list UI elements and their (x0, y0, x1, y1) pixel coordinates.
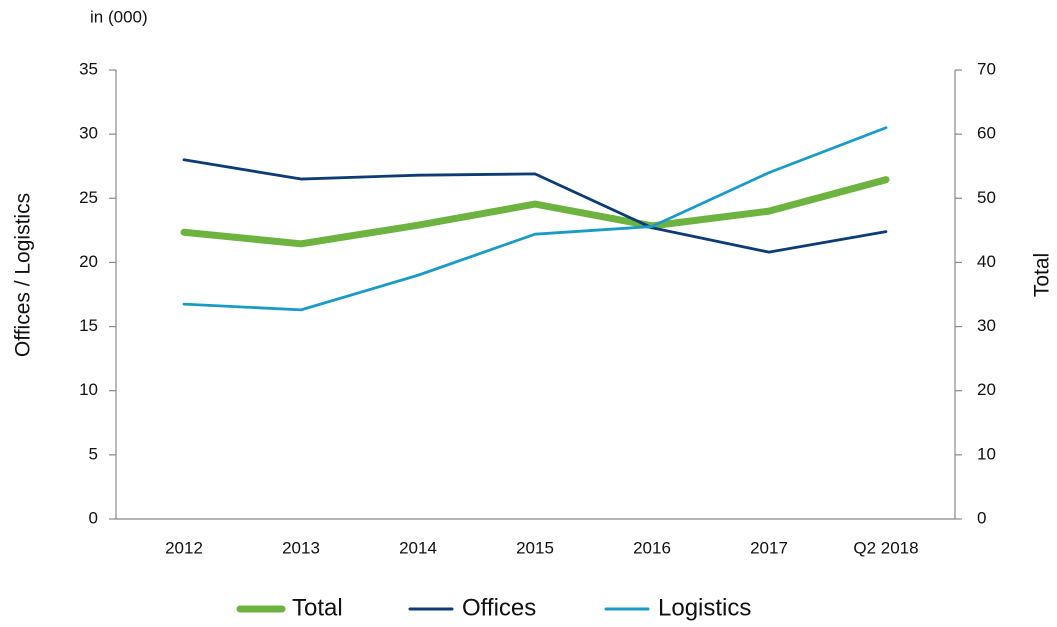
y-tick-label: 20 (79, 252, 98, 271)
y-axis-label: Offices / Logistics (12, 193, 35, 357)
x-tick-label: 2012 (165, 538, 203, 557)
x-tick-label: 2016 (633, 538, 671, 557)
y2-tick-label: 50 (977, 188, 996, 207)
unit-label: in (000) (90, 7, 148, 26)
y-tick-label: 15 (79, 316, 98, 335)
x-tick-label: 2017 (750, 538, 788, 557)
y2-tick-label: 30 (977, 316, 996, 335)
legend-label: Total (292, 594, 343, 621)
legend-label: Offices (462, 594, 536, 621)
y2-tick-label: 70 (977, 59, 996, 78)
x-tick-label: 2015 (516, 538, 554, 557)
x-tick-label: Q2 2018 (853, 538, 918, 557)
y-tick-label: 35 (79, 59, 98, 78)
x-tick-label: 2014 (399, 538, 437, 557)
chart: in (000) Offices / Logistics Total 0 5 10 1… (0, 0, 1057, 627)
y2-tick-label: 10 (977, 444, 996, 463)
page: in (000) Offices / Logistics Total 0 5 10 1… (0, 0, 1057, 627)
y-tick-label: 30 (79, 124, 98, 143)
y2-tick-label: 40 (977, 252, 996, 271)
y2-tick-label: 0 (977, 508, 986, 527)
legend-label: Logistics (658, 594, 751, 621)
y2-tick-label: 60 (977, 124, 996, 143)
y-tick-label: 10 (79, 380, 98, 399)
y-tick-label: 5 (89, 444, 98, 463)
series-line (184, 128, 886, 310)
y2-axis-label: Total (1031, 253, 1054, 297)
y-tick-label: 0 (89, 508, 98, 527)
y-tick-label: 25 (79, 188, 98, 207)
y2-tick-label: 20 (977, 380, 996, 399)
x-tick-label: 2013 (282, 538, 320, 557)
